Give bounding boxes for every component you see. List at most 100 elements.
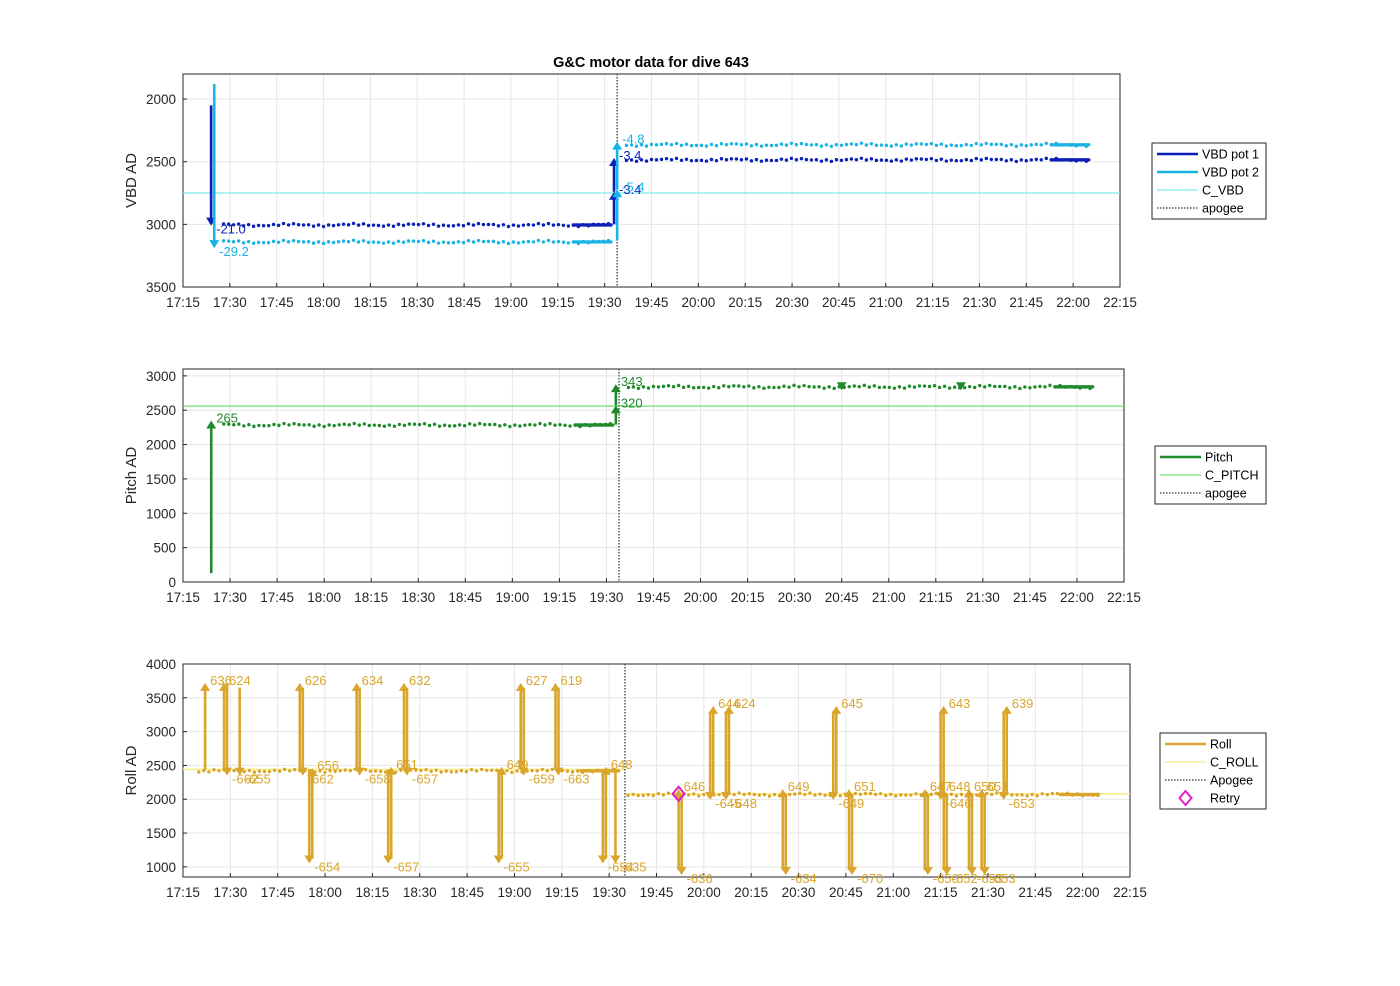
sample-dot — [486, 239, 491, 244]
x-tick-label: 18:00 — [308, 885, 342, 900]
sample-dot — [326, 223, 331, 227]
sample-dot — [266, 223, 271, 228]
x-tick-label: 19:15 — [545, 885, 579, 900]
sample-dot — [772, 792, 777, 797]
sample-dot — [516, 241, 521, 245]
sample-dot — [797, 385, 801, 389]
sample-dot — [1013, 385, 1017, 389]
sample-dot — [722, 384, 726, 388]
sample-dot — [282, 767, 287, 772]
sample-dot — [779, 157, 784, 161]
sample-dot — [629, 143, 634, 147]
sample-dot — [387, 423, 392, 427]
sample-dot — [416, 222, 421, 227]
sample-dot — [919, 157, 924, 161]
move-label: 651 — [987, 779, 1009, 794]
sample-dot — [636, 793, 640, 798]
sample-dot — [491, 222, 496, 227]
sample-dot — [739, 142, 744, 147]
sample-dot — [692, 792, 696, 796]
sample-dot — [729, 142, 734, 146]
sample-dot — [932, 384, 937, 388]
sample-dot — [1055, 791, 1060, 796]
sample-dot — [631, 792, 635, 797]
sample-dot — [457, 423, 462, 427]
sample-dot — [937, 385, 942, 390]
sample-dot — [401, 223, 406, 228]
move-label: 624 — [734, 696, 756, 711]
sample-dot — [570, 770, 575, 774]
sample-dot — [262, 424, 266, 428]
sample-dot — [759, 144, 764, 148]
sample-dot — [892, 386, 897, 390]
sample-dot — [944, 144, 949, 148]
sample-dot — [717, 792, 721, 797]
sample-dot — [659, 157, 664, 162]
sample-dot — [257, 769, 262, 773]
sample-dot — [241, 241, 246, 245]
sample-dot — [832, 386, 836, 391]
move-label: -29.2 — [219, 244, 249, 259]
sample-dot — [984, 141, 989, 146]
sample-dot — [456, 223, 461, 227]
sample-dot — [231, 223, 236, 227]
sample-dot — [719, 157, 724, 161]
move-arrow-head — [386, 766, 397, 775]
y-tick-label: 0 — [168, 575, 176, 590]
sample-dot — [611, 423, 615, 427]
sample-dot — [626, 793, 630, 798]
sample-dot — [912, 385, 917, 389]
x-tick-label: 18:00 — [307, 295, 341, 310]
sample-dot — [553, 423, 557, 427]
legend: Roll C_ROLL Apogee Retry — [1159, 732, 1267, 810]
sample-dot — [616, 769, 621, 773]
x-tick-label: 18:15 — [354, 590, 388, 605]
sample-dot — [451, 224, 456, 228]
sample-dot — [357, 423, 361, 427]
sample-dot — [757, 384, 761, 389]
sample-dot — [732, 384, 736, 388]
move-label: -657 — [393, 859, 419, 874]
sample-dot — [724, 157, 729, 162]
sample-dot — [762, 792, 767, 797]
x-tick-label: 21:30 — [971, 885, 1005, 900]
sample-dot — [701, 385, 706, 390]
sample-dot — [669, 142, 674, 147]
sample-dot — [747, 792, 752, 796]
sample-dot — [556, 239, 561, 244]
sample-dot — [752, 386, 756, 390]
sample-dot — [531, 240, 536, 244]
sample-dot — [737, 791, 741, 795]
sample-dot — [694, 143, 699, 148]
sample-dot — [461, 224, 466, 228]
sample-dot — [232, 768, 236, 773]
sample-dot — [787, 385, 791, 389]
sample-dot — [994, 157, 999, 162]
sample-dot — [558, 423, 562, 427]
y-axis-label: Roll AD — [123, 745, 140, 795]
sample-dot — [1044, 141, 1048, 145]
sample-dot — [666, 383, 671, 388]
sample-dot — [661, 793, 666, 797]
sample-dot — [609, 240, 613, 244]
sample-dot — [481, 222, 486, 227]
sample-dot — [1034, 142, 1038, 147]
sample-dot — [318, 769, 322, 773]
sample-dot — [712, 384, 716, 389]
x-tick-label: 18:15 — [354, 295, 388, 310]
sample-dot — [808, 791, 812, 795]
y-tick-label: 3000 — [146, 725, 176, 740]
sample-dot — [793, 792, 797, 796]
sample-dot — [844, 157, 849, 162]
sample-dot — [467, 422, 472, 426]
x-tick-label: 18:45 — [448, 590, 482, 605]
sample-dot — [271, 239, 276, 244]
sample-dot — [1025, 794, 1029, 798]
sample-dot — [521, 223, 526, 227]
sample-dot — [838, 794, 842, 798]
sample-dot — [286, 223, 291, 227]
sample-dot — [978, 383, 982, 388]
sample-dot — [671, 385, 676, 389]
sample-dot — [863, 791, 868, 796]
sample-dot — [464, 769, 469, 774]
